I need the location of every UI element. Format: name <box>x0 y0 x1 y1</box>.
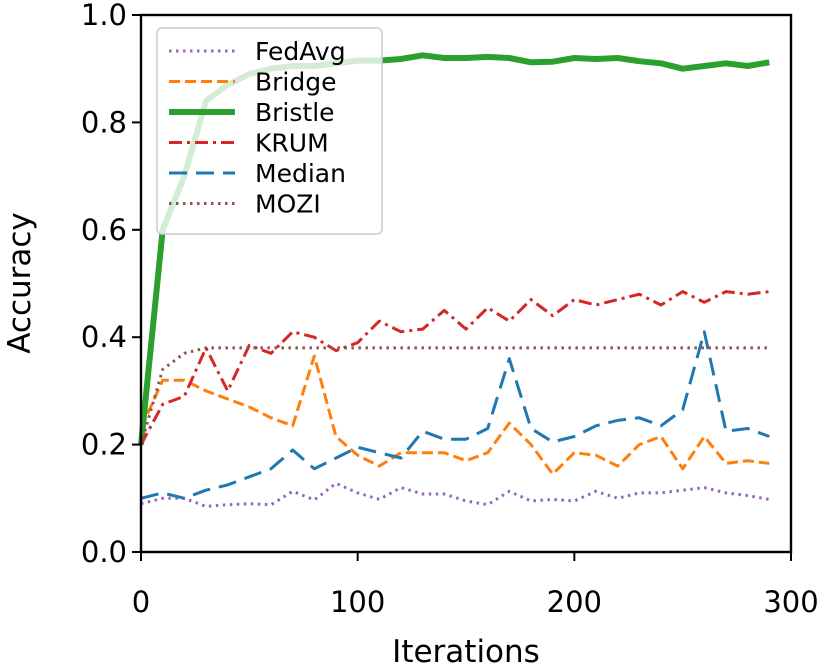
series-line-bridge <box>139 354 770 476</box>
x-tick-label: 300 <box>763 585 818 619</box>
series-line-fedavg <box>140 481 770 508</box>
series-line-median <box>140 330 770 500</box>
x-tick-label: 200 <box>547 585 602 619</box>
y-tick-label: 0.4 <box>81 320 127 354</box>
y-tick-label: 0.0 <box>81 535 127 569</box>
series-line-krum <box>139 290 770 446</box>
y-tick-label: 0.2 <box>81 428 127 462</box>
axes: 0 100 200 300 0.0 0.2 0.4 0.6 0.8 1.0 <box>81 0 819 619</box>
legend-box <box>156 27 383 235</box>
legend-label-bridge: Bridge <box>255 68 337 97</box>
legend-label-bristle: Bristle <box>255 98 335 127</box>
legend-label-fedavg: FedAvg <box>255 37 346 66</box>
legend-label-mozi: MOZI <box>255 190 321 219</box>
series-line-mozi <box>139 346 770 446</box>
y-tick-label: 1.0 <box>81 0 127 32</box>
legend-label-median: Median <box>255 159 346 188</box>
y-tick-label: 0.6 <box>81 213 127 247</box>
x-axis-label: Iterations <box>392 634 540 670</box>
x-tick-label: 0 <box>132 585 150 619</box>
plot-frame <box>139 13 793 554</box>
x-tick-label: 100 <box>330 585 385 619</box>
y-tick-label: 0.8 <box>81 105 127 139</box>
legend-label-krum: KRUM <box>255 129 329 158</box>
y-axis-label: Accuracy <box>2 212 38 354</box>
